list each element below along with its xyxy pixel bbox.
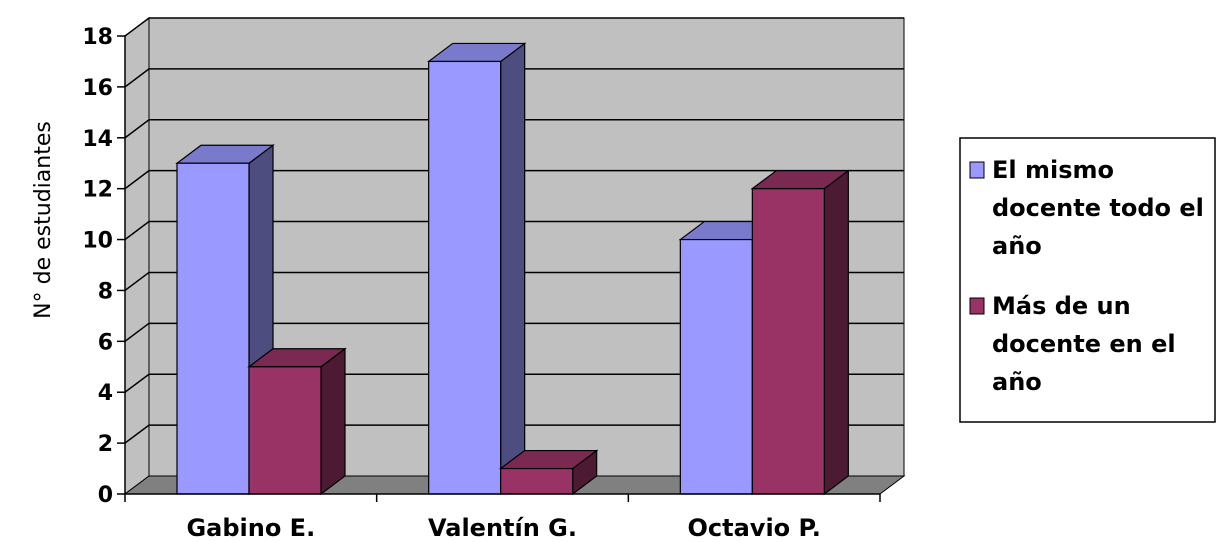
bar bbox=[247, 347, 347, 496]
gridline bbox=[124, 68, 904, 88]
y-tick-label: 14 bbox=[82, 127, 113, 152]
category-label: Valentín G. bbox=[428, 514, 577, 542]
legend-label: docente todo el bbox=[992, 194, 1204, 222]
bar-front bbox=[679, 238, 753, 495]
gridline bbox=[124, 220, 904, 241]
bar-side bbox=[823, 169, 849, 496]
axes bbox=[117, 35, 881, 502]
legend-label: año bbox=[992, 368, 1042, 396]
legend-label: Más de un bbox=[992, 292, 1131, 320]
bar-front bbox=[751, 188, 825, 495]
category-label: Octavio P. bbox=[688, 514, 821, 542]
gridline bbox=[124, 271, 904, 292]
legend: El mismo docente todo el año Más de un docen… bbox=[959, 137, 1216, 423]
category-labels: Gabino E. Valentín G. Octavio P. bbox=[186, 514, 820, 542]
legend-label: El mismo bbox=[992, 156, 1114, 184]
legend-label: docente en el bbox=[992, 330, 1176, 358]
gridlines bbox=[124, 17, 904, 444]
bar-front bbox=[248, 366, 322, 495]
gridline bbox=[124, 373, 904, 393]
y-tick-label: 12 bbox=[82, 178, 113, 203]
y-tick-label: 16 bbox=[82, 76, 113, 101]
bar-side bbox=[320, 347, 346, 496]
gridline bbox=[124, 17, 904, 37]
legend-swatch bbox=[969, 161, 985, 179]
bars bbox=[175, 42, 851, 496]
y-tick-label: 18 bbox=[82, 25, 113, 50]
y-tick-labels: 0 2 4 6 8 10 12 14 16 18 bbox=[82, 25, 113, 508]
category-label: Gabino E. bbox=[186, 514, 315, 542]
gridline bbox=[124, 119, 904, 139]
y-tick-label: 10 bbox=[82, 229, 113, 254]
side-wall bbox=[124, 17, 150, 495]
legend-swatch bbox=[969, 297, 985, 315]
gridline bbox=[124, 169, 904, 190]
gridline bbox=[124, 322, 904, 342]
bar-front bbox=[500, 467, 574, 495]
gridline bbox=[124, 424, 904, 444]
bar-front bbox=[428, 60, 502, 495]
y-tick-label: 2 bbox=[98, 432, 113, 457]
legend-box bbox=[959, 137, 1216, 423]
y-tick-label: 0 bbox=[98, 483, 113, 508]
legend-item: Más de un docente en el año bbox=[969, 292, 1176, 396]
legend-label: año bbox=[992, 232, 1042, 260]
bar-side bbox=[500, 42, 526, 496]
y-tick-label: 8 bbox=[98, 279, 113, 304]
y-axis-label: N° de estudiantes bbox=[31, 121, 56, 319]
bar bbox=[750, 169, 851, 496]
bar bbox=[498, 449, 599, 496]
y-tick-label: 6 bbox=[98, 330, 113, 355]
bar bbox=[426, 42, 527, 496]
bar-front bbox=[176, 162, 250, 495]
legend-item: El mismo docente todo el año bbox=[969, 156, 1204, 260]
y-tick-label: 4 bbox=[98, 381, 113, 406]
